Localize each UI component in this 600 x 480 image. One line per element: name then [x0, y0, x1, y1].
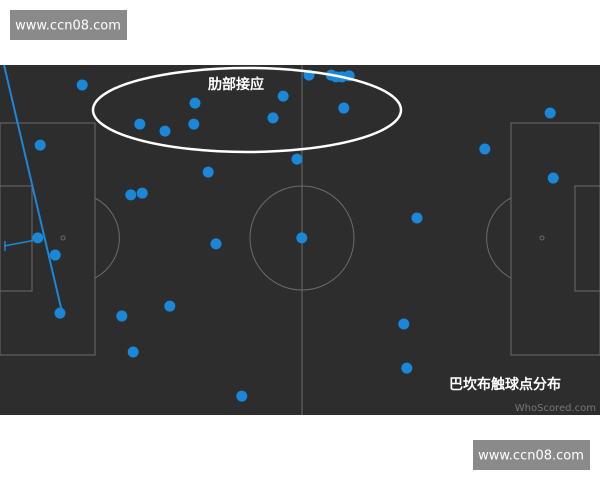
six-yard-box: [574, 185, 600, 292]
pass-line: [3, 239, 37, 247]
touch-point: [202, 166, 214, 178]
touch-point: [32, 232, 44, 244]
touch-point: [76, 79, 88, 91]
highlight-ellipse: [91, 66, 403, 154]
touch-point: [401, 362, 413, 374]
touch-point: [189, 97, 201, 109]
touch-point: [134, 118, 146, 130]
chart-title: 巴坎布触球点分布: [449, 376, 561, 393]
penalty-box: [510, 122, 600, 356]
touch-point: [188, 118, 200, 130]
touch-point: [116, 310, 128, 322]
watermark-box: [10, 10, 127, 40]
touch-point: [547, 172, 559, 184]
touch-point: [291, 153, 303, 165]
touch-point: [164, 300, 176, 312]
touch-point: [125, 189, 137, 201]
six-yard-box: [0, 185, 33, 292]
pass-line: [3, 64, 63, 313]
touch-point: [479, 143, 491, 155]
touch-point: [411, 212, 423, 224]
penalty-arc: [486, 197, 512, 279]
penalty-spot: [539, 235, 545, 241]
annotation: 肋部接应: [208, 76, 264, 93]
touch-point: [34, 139, 46, 151]
touch-point: [267, 112, 279, 124]
watermark-box: [473, 440, 590, 470]
touch-point: [544, 107, 556, 119]
touches: [32, 69, 559, 402]
center-circle: [249, 185, 355, 291]
touch-point: [49, 249, 61, 261]
touch-point: [338, 102, 350, 114]
touch-point: [296, 232, 308, 244]
watermark: www.ccn08.com: [15, 19, 121, 34]
touch-point: [210, 238, 222, 250]
source: WhoScored.com: [515, 403, 596, 414]
touch-point: [127, 346, 139, 358]
penalty-arc: [94, 197, 120, 279]
touch-point: [236, 390, 248, 402]
touch-point: [136, 187, 148, 199]
touch-point: [277, 90, 289, 102]
watermark: www.ccn08.com: [478, 449, 584, 464]
touch-point: [398, 318, 410, 330]
touch-point: [159, 125, 171, 137]
penalty-box: [0, 122, 96, 356]
touch-point: [54, 307, 66, 319]
penalty-spot: [60, 235, 66, 241]
